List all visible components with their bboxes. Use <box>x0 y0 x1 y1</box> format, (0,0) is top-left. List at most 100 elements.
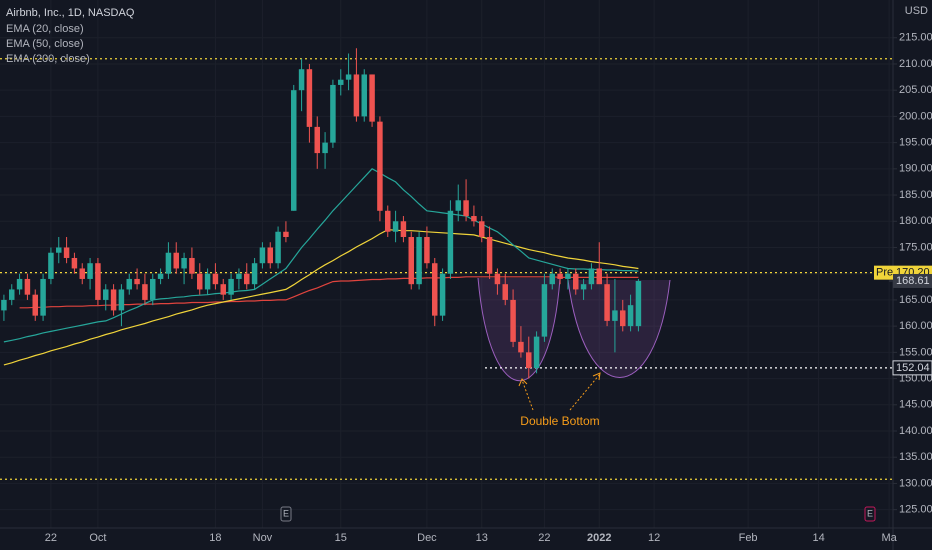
candle-body <box>63 247 70 258</box>
marks-layer <box>0 48 893 480</box>
candle-body <box>16 278 23 290</box>
candle-body <box>95 263 101 300</box>
y-tick-label: 140.00 <box>899 425 932 437</box>
candle-body <box>518 341 524 353</box>
price-label: 152.04 <box>896 362 930 374</box>
y-tick-label: 205.00 <box>899 84 932 96</box>
x-tick-label: 14 <box>812 532 824 544</box>
chart-title: Airbnb, Inc., 1D, NASDAQ <box>6 7 135 19</box>
candle-body <box>596 268 602 285</box>
candle-body <box>9 289 15 300</box>
y-tick-label: 195.00 <box>899 137 932 149</box>
x-tick-label: 22 <box>538 532 550 544</box>
candle-body <box>87 263 93 279</box>
candle-body <box>244 273 250 285</box>
currency: USD <box>905 5 928 17</box>
candle-body <box>330 84 336 143</box>
axis-layer: 125.00 130.00 135.00 140.00 145.00 150.00 155.… <box>45 32 932 544</box>
x-tick-label: 12 <box>648 532 660 544</box>
y-tick-label: 150.00 <box>899 372 932 384</box>
candle-body <box>298 69 305 91</box>
candle-body <box>142 284 148 300</box>
candle-body <box>635 280 642 327</box>
candle-body <box>1 299 7 311</box>
x-tick-label: 13 <box>476 532 488 544</box>
last-price-label: 168.61 <box>896 275 930 287</box>
candle-body <box>56 247 62 253</box>
candle-body <box>486 236 493 274</box>
candle-body <box>212 273 219 285</box>
event-box <box>280 506 292 522</box>
ema-line <box>3 229 639 366</box>
candle-body <box>455 200 461 211</box>
candle-body <box>447 210 454 274</box>
annotation: Double Bottom <box>520 414 599 428</box>
event-label: E <box>283 508 289 518</box>
candle-body <box>165 252 172 274</box>
event-label: E <box>867 508 873 518</box>
candle-body <box>322 142 328 154</box>
candle-body <box>369 74 375 122</box>
event-box <box>864 506 876 522</box>
candle-body <box>40 278 46 316</box>
x-tick-label: 22 <box>45 532 57 544</box>
candle-body <box>392 221 399 232</box>
candle-body <box>463 200 469 217</box>
y-tick-label: 135.00 <box>899 451 932 463</box>
candle-body <box>228 278 234 295</box>
candle-body <box>479 221 485 237</box>
candle-body <box>620 310 626 327</box>
candle-body <box>126 278 132 290</box>
candle-body <box>314 126 320 154</box>
candle-body <box>345 74 352 80</box>
candle-body <box>557 273 563 279</box>
candle-body <box>439 273 446 316</box>
legend-label: EMA (20, close) <box>6 23 84 35</box>
y-tick-label: 160.00 <box>899 320 932 332</box>
legend-label: EMA (50, close) <box>6 38 84 50</box>
annotation-arrow <box>521 379 534 411</box>
candle-body <box>267 247 273 264</box>
price-tag: Pre <box>876 267 893 279</box>
x-tick-label: Dec <box>417 532 437 544</box>
legend-label: EMA (200, close) <box>6 53 90 65</box>
x-tick-label: Feb <box>739 532 758 544</box>
candle-body <box>32 294 38 316</box>
candle-body <box>197 273 203 290</box>
y-tick-label: 130.00 <box>899 477 932 489</box>
candle-body <box>361 74 367 117</box>
candle-body <box>432 263 438 316</box>
candle-body <box>220 284 226 295</box>
y-tick-label: 185.00 <box>899 189 932 201</box>
candle-body <box>79 268 85 279</box>
y-tick-label: 175.00 <box>899 241 932 253</box>
candle-body <box>408 236 414 285</box>
candle-body <box>103 289 109 300</box>
candle-body <box>110 289 117 311</box>
candle-body <box>400 221 407 237</box>
candle-body <box>150 278 156 300</box>
candle-body <box>612 310 618 321</box>
x-tick-label: 18 <box>209 532 221 544</box>
candle-body <box>385 210 391 232</box>
y-tick-label: 210.00 <box>899 58 932 70</box>
candle-body <box>494 273 501 285</box>
candle-body <box>275 231 281 264</box>
candle-body <box>181 257 187 269</box>
candle-body <box>565 273 571 279</box>
candle-body <box>424 236 430 264</box>
arrow-head <box>518 378 528 387</box>
candle-body <box>510 299 516 342</box>
x-tick-label: 15 <box>335 532 347 544</box>
candle-body <box>189 257 195 274</box>
pattern-arc <box>477 277 561 381</box>
candle-body <box>157 273 164 279</box>
y-tick-label: 155.00 <box>899 346 932 358</box>
candle-body <box>306 69 313 127</box>
candle-body <box>588 268 595 285</box>
candle-body <box>471 216 477 222</box>
candle-body <box>24 278 31 295</box>
